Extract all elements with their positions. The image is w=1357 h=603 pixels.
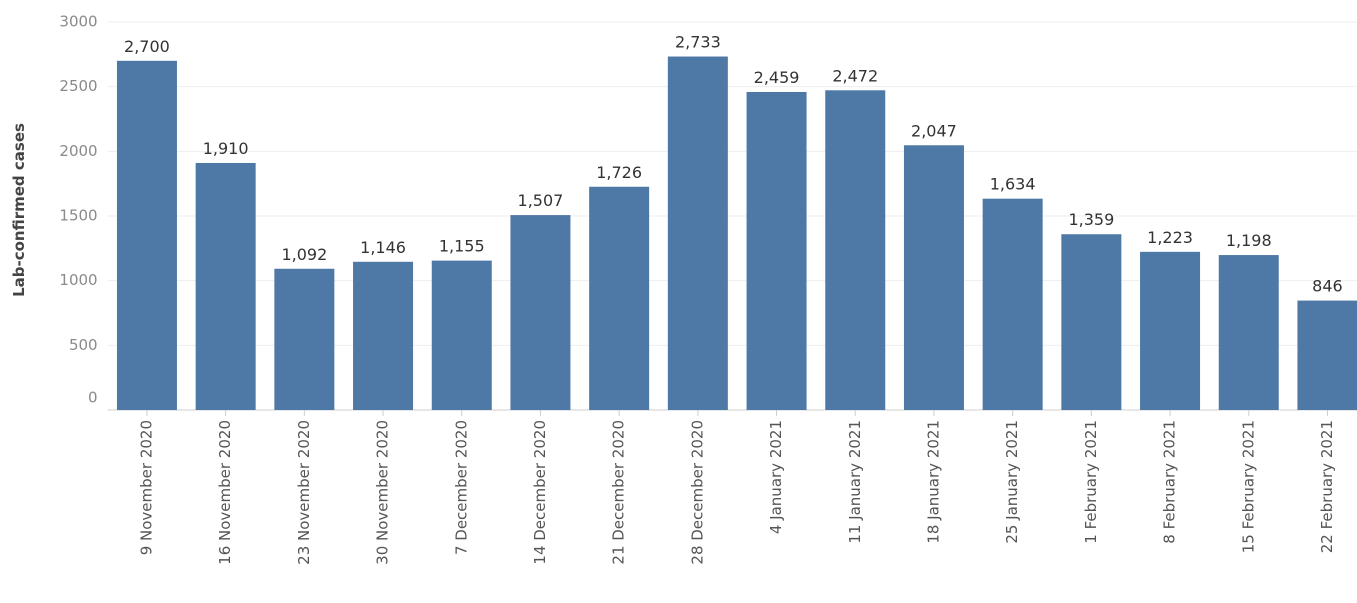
x-tick-label: 16 November 2020 <box>216 420 234 565</box>
bar <box>982 198 1043 410</box>
x-tick-label: 21 December 2020 <box>610 420 628 565</box>
bar <box>431 260 492 410</box>
x-tick-label: 23 November 2020 <box>295 420 313 565</box>
bar <box>903 145 964 410</box>
value-label: 1,910 <box>203 139 249 158</box>
bar <box>274 268 335 410</box>
bar <box>353 261 414 410</box>
bar <box>1061 234 1122 410</box>
bar <box>116 60 177 411</box>
x-tick-label: 11 January 2021 <box>846 420 864 544</box>
value-label: 2,472 <box>832 66 878 85</box>
value-label: 1,507 <box>518 191 564 210</box>
value-label: 1,223 <box>1147 228 1193 247</box>
value-label: 1,634 <box>990 175 1036 194</box>
value-label: 2,700 <box>124 37 170 56</box>
x-tick-label: 30 November 2020 <box>374 420 392 565</box>
value-label: 2,047 <box>911 121 957 140</box>
x-tick-label: 25 January 2021 <box>1003 420 1021 544</box>
x-tick-label: 15 February 2021 <box>1239 420 1257 553</box>
value-label: 846 <box>1312 277 1343 296</box>
y-axis-title: Lab-confirmed cases <box>10 123 28 297</box>
x-tick-label: 14 December 2020 <box>531 420 549 565</box>
x-tick-label: 8 February 2021 <box>1161 420 1179 544</box>
x-tick-label: 1 February 2021 <box>1082 420 1100 544</box>
bar <box>825 90 886 411</box>
value-label: 1,092 <box>281 245 327 264</box>
y-tick-label: 1000 <box>59 271 97 289</box>
y-tick-label: 0 <box>88 389 98 407</box>
x-tick-label: 9 November 2020 <box>137 420 155 555</box>
value-label: 2,459 <box>754 68 800 87</box>
x-tick-label: 18 January 2021 <box>924 420 942 544</box>
bar <box>1297 300 1357 410</box>
x-tick-label: 28 December 2020 <box>688 420 706 565</box>
bar <box>589 186 650 410</box>
bar <box>1218 255 1279 410</box>
y-tick-label: 1500 <box>59 207 97 225</box>
bar <box>510 215 571 410</box>
bar <box>195 162 256 410</box>
value-label: 2,733 <box>675 33 721 52</box>
bar <box>1140 251 1201 410</box>
bar <box>746 91 807 410</box>
value-label: 1,198 <box>1226 231 1272 250</box>
y-tick-label: 2000 <box>59 142 97 160</box>
value-label: 1,359 <box>1068 210 1114 229</box>
value-label: 1,155 <box>439 237 485 256</box>
value-label: 1,146 <box>360 238 406 257</box>
x-tick-label: 7 December 2020 <box>452 420 470 555</box>
x-tick-label: 22 February 2021 <box>1318 420 1336 553</box>
bar <box>667 56 728 410</box>
value-label: 1,726 <box>596 163 642 182</box>
x-tick-label: 4 January 2021 <box>767 420 785 534</box>
y-tick-label: 500 <box>69 336 98 354</box>
y-tick-label: 3000 <box>59 13 97 31</box>
y-tick-label: 2500 <box>59 77 97 95</box>
